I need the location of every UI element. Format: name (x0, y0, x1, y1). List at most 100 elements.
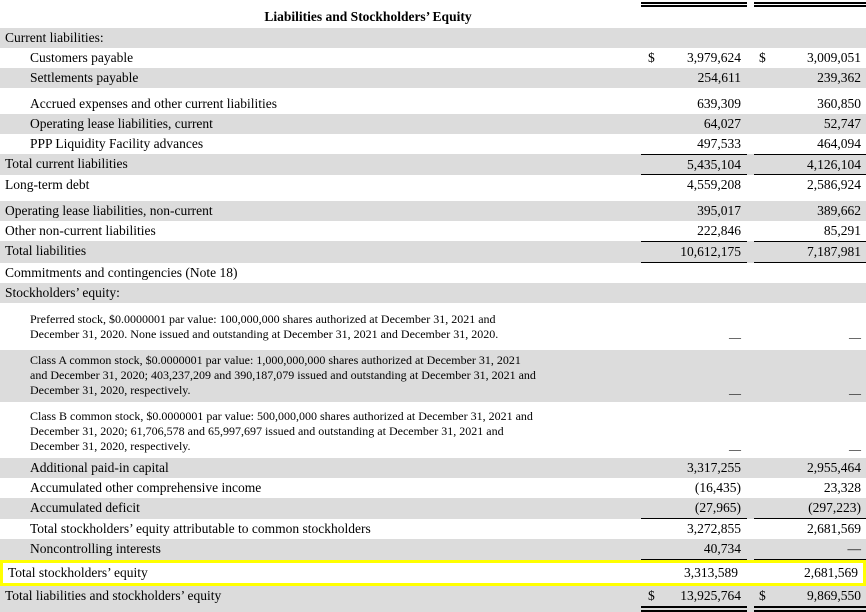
value-col2: 52,747 (823, 115, 861, 131)
value-cell-col1: 395,017 (641, 201, 747, 221)
row-label: Preferred stock, $0.0000001 par value: 1… (30, 311, 499, 341)
value-col1: 3,979,624 (687, 49, 741, 65)
value-cell-col2: 2,586,924 (754, 175, 866, 195)
double-rule-col2 (754, 2, 866, 7)
row-label: Total stockholders’ equity attributable … (30, 520, 371, 536)
row-label: Additional paid-in capital (30, 459, 169, 475)
table-row: Operating lease liabilities, non-current… (0, 201, 866, 222)
value-col1: (16,435) (694, 479, 741, 495)
table-row: Preferred stock, $0.0000001 par value: 1… (0, 309, 866, 346)
value-cell-col1: — (641, 309, 747, 346)
value-col1: 3,317,255 (687, 459, 741, 475)
value-col2: 360,850 (817, 95, 861, 111)
table-row: Class B common stock, $0.0000001 par val… (0, 406, 866, 458)
value-cell-col2: — (754, 406, 866, 458)
value-col1: 4,559,208 (687, 177, 741, 193)
table-row: Total liabilities 10,612,175 7,187,981 (0, 241, 866, 264)
value-col2: — (847, 540, 862, 556)
table-row: Total liabilities and stockholders’ equi… (0, 585, 866, 612)
value-cell-col2: 23,328 (754, 478, 866, 498)
value-cell-col2: (297,223) (754, 498, 866, 519)
value-cell-col1: — (641, 406, 747, 458)
value-col2: 9,869,550 (807, 587, 861, 603)
table-row: Customers payable $ 3,979,624 $ 3,009,05… (0, 48, 866, 68)
value-col2: — (849, 329, 861, 344)
value-col2: 239,362 (817, 69, 861, 85)
value-cell-col1: $ 13,925,764 (641, 586, 747, 612)
value-cell-col1: 40,734 (641, 539, 747, 560)
value-col1: 222,846 (697, 223, 741, 239)
table-row: Additional paid-in capital 3,317,255 2,9… (0, 457, 866, 478)
value-col1: 64,027 (703, 115, 741, 131)
value-col2: 2,681,569 (804, 564, 858, 580)
row-label: Stockholders’ equity: (5, 285, 120, 301)
table-row: Current liabilities: (0, 28, 866, 48)
row-label: Other non-current liabilities (5, 223, 156, 239)
value-cell-col2: 239,362 (754, 68, 866, 88)
value-cell-col1 (641, 263, 747, 283)
row-label: Total current liabilities (5, 155, 128, 171)
value-cell-col1: 4,559,208 (641, 175, 747, 195)
table-row: Class A common stock, $0.0000001 par val… (0, 349, 866, 402)
table-row: Accumulated deficit (27,965) (297,223) (0, 497, 866, 519)
value-cell-col1: 3,272,855 (641, 519, 747, 539)
value-cell-col2: $ 9,869,550 (754, 586, 866, 612)
rule-gap (747, 2, 754, 8)
table-row: Accumulated other comprehensive income (… (0, 478, 866, 498)
value-cell-col2 (754, 263, 866, 283)
table-row: Operating lease liabilities, current 64,… (0, 113, 866, 134)
row-label: Accrued expenses and other current liabi… (30, 95, 278, 111)
value-cell-col2: — (754, 539, 866, 560)
value-cell-col2: 85,291 (754, 221, 866, 241)
value-col1: 13,925,764 (680, 587, 741, 603)
value-cell-col2: 360,850 (754, 94, 866, 114)
value-col1: 10,612,175 (680, 244, 741, 260)
value-cell-col1: 222,846 (641, 221, 747, 241)
row-label: Class A common stock, $0.0000001 par val… (30, 352, 536, 397)
value-col2: 464,094 (817, 135, 861, 151)
value-cell-col2: $ 3,009,051 (754, 48, 866, 68)
dollar-sign: $ (648, 49, 655, 65)
value-col1: 395,017 (697, 203, 741, 219)
value-col1: — (729, 441, 741, 456)
value-cell-col1: 10,612,175 (641, 241, 747, 264)
value-col2: 7,187,981 (807, 244, 861, 260)
value-cell-col2: 2,955,464 (754, 458, 866, 478)
rule-spacer (0, 2, 641, 8)
table-row: Other non-current liabilities 222,846 85… (0, 221, 866, 241)
value-cell-col2: 464,094 (754, 134, 866, 154)
row-label: Current liabilities: (5, 30, 104, 45)
value-col2: (297,223) (808, 499, 861, 515)
row-label: Settlements payable (30, 69, 139, 85)
value-cell-col2: 389,662 (754, 201, 866, 221)
table-row: Stockholders’ equity: (0, 283, 866, 303)
value-cell-col2: — (754, 350, 866, 402)
row-label: PPP Liquidity Facility advances (30, 135, 204, 151)
value-col2: — (849, 385, 861, 400)
table-row: Commitments and contingencies (Note 18) (0, 263, 866, 283)
section-title: Liabilities and Stockholders’ Equity (264, 9, 472, 24)
value-col1: 3,313,589 (684, 564, 738, 580)
value-col2: 2,681,569 (807, 520, 861, 536)
value-col2: 4,126,104 (807, 156, 861, 172)
value-cell-col1: 254,611 (641, 68, 747, 88)
value-col1: 3,272,855 (687, 520, 741, 536)
value-cell-col1: (27,965) (641, 498, 747, 519)
dollar-sign: $ (648, 587, 655, 603)
value-cell-col1: 5,435,104 (641, 153, 747, 176)
value-col2: 2,586,924 (807, 177, 861, 193)
row-label: Total liabilities (5, 243, 87, 259)
table-row: Total stockholders’ equity attributable … (0, 519, 866, 539)
row-label: Operating lease liabilities, non-current (5, 203, 213, 219)
value-cell-col2 (754, 283, 866, 303)
value-col2: 3,009,051 (807, 49, 861, 65)
value-col1: — (729, 329, 741, 344)
dollar-sign: $ (759, 49, 766, 65)
value-cell-col1 (641, 28, 747, 48)
value-cell-col1: 64,027 (641, 114, 747, 134)
table-row: PPP Liquidity Facility advances 497,533 … (0, 134, 866, 154)
value-col2: 389,662 (817, 203, 861, 219)
highlight-box: Total stockholders’ equity 3,313,589 2,6… (0, 559, 866, 586)
value-cell-col1: 3,317,255 (641, 458, 747, 478)
